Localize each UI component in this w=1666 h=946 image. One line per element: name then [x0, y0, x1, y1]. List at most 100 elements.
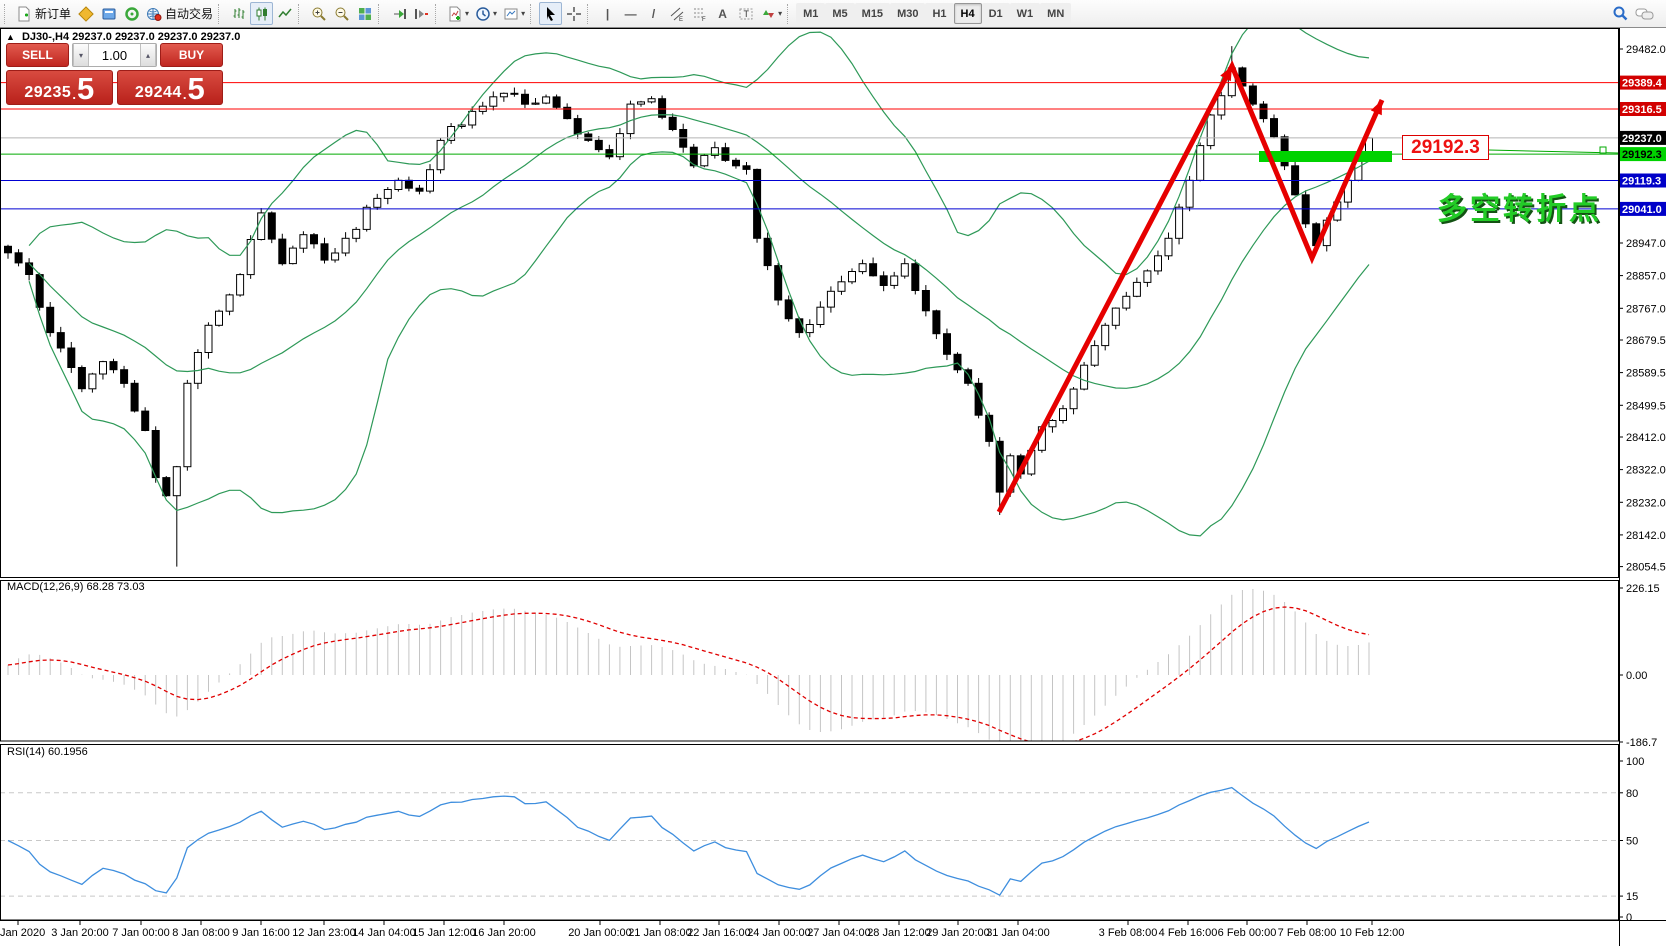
svg-text:28857.0: 28857.0 — [1626, 271, 1666, 283]
toolbar-grip — [530, 3, 535, 24]
text-label-button[interactable]: T — [734, 2, 757, 25]
zoom-in-button[interactable] — [307, 2, 330, 25]
timeframe-d1-button[interactable]: D1 — [981, 3, 1010, 24]
time-axis[interactable]: 2 Jan 2020 3 Jan 20:007 Jan 00:008 Jan 08… — [0, 921, 1404, 939]
svg-text:29041.0: 29041.0 — [1622, 204, 1662, 216]
macd-histogram — [7, 589, 1370, 741]
svg-text:29482.0: 29482.0 — [1626, 44, 1666, 56]
text-tool-button[interactable]: A — [711, 2, 734, 25]
main-pane — [0, 28, 1619, 567]
turning-point-annotation[interactable]: 多空转折点 — [1437, 193, 1602, 226]
svg-text:2 Jan 2020: 2 Jan 2020 — [0, 927, 45, 939]
search-icon — [1613, 6, 1628, 21]
chart-shift-button[interactable] — [410, 2, 433, 25]
svg-text:80: 80 — [1626, 788, 1638, 800]
svg-text:T: T — [743, 9, 749, 19]
svg-text:28589.5: 28589.5 — [1626, 368, 1666, 380]
timeframe-h4-button[interactable]: H4 — [953, 3, 982, 24]
buy-button[interactable]: BUY — [160, 43, 223, 67]
support-highlight-bar[interactable] — [1259, 151, 1392, 162]
new-order-button[interactable]: 新订单 — [13, 2, 74, 25]
rsi-axis[interactable]: 100 80 50 15 0 — [1619, 756, 1644, 924]
toolbar-grip — [587, 3, 592, 24]
svg-text:7 Feb 08:00: 7 Feb 08:00 — [1278, 927, 1337, 939]
periods-clock-icon — [476, 6, 490, 21]
line-chart-button[interactable] — [273, 2, 296, 25]
svg-text:24 Jan 00:00: 24 Jan 00:00 — [747, 927, 811, 939]
auto-scroll-button[interactable] — [387, 2, 410, 25]
svg-text:10 Feb 12:00: 10 Feb 12:00 — [1340, 927, 1405, 939]
svg-text:14 Jan 04:00: 14 Jan 04:00 — [352, 927, 416, 939]
chart-canvas[interactable]: 29482.0 28947.0 28857.0 28767.0 28679.5 28589… — [0, 28, 1666, 946]
auto-scroll-icon — [393, 8, 406, 19]
cursor-button[interactable] — [539, 2, 563, 25]
periods-button[interactable]: ▾ — [472, 2, 500, 25]
zoom-out-icon — [335, 7, 349, 21]
candles-layer — [4, 46, 1373, 567]
price-annotation-box[interactable]: 29192.3 — [1402, 135, 1489, 160]
trendline-button[interactable]: / — [642, 2, 665, 25]
price-box-connector — [1488, 146, 1619, 154]
svg-text:3 Feb 08:00: 3 Feb 08:00 — [1099, 927, 1158, 939]
bar-chart-button[interactable] — [227, 2, 250, 25]
tile-windows-button[interactable] — [353, 2, 376, 25]
data-window-button[interactable] — [97, 2, 120, 25]
crosshair-button[interactable] — [562, 2, 585, 25]
sell-price[interactable]: 29235. 5 — [6, 70, 113, 105]
market-watch-button[interactable] — [74, 2, 97, 25]
candlestick-chart-button[interactable] — [250, 2, 274, 25]
svg-text:22 Jan 16:00: 22 Jan 16:00 — [687, 927, 751, 939]
timeframe-h1-button[interactable]: H1 — [925, 3, 954, 24]
timeframe-m1-button[interactable]: M1 — [796, 3, 826, 24]
buy-price[interactable]: 29244. 5 — [116, 70, 223, 105]
svg-text:15: 15 — [1626, 891, 1638, 903]
candlestick-chart-icon — [256, 7, 267, 20]
chart-shift-icon — [414, 8, 428, 19]
macd-axis[interactable]: 226.15 0.00 -186.7 — [1619, 583, 1660, 749]
price-axis[interactable]: 29482.0 28947.0 28857.0 28767.0 28679.5 28589… — [1619, 44, 1666, 574]
navigator-button[interactable] — [120, 2, 143, 25]
fibonacci-button[interactable]: F — [688, 2, 711, 25]
timeframe-w1-button[interactable]: W1 — [1009, 3, 1041, 24]
toolbar-grip — [787, 3, 792, 24]
collapse-panel-icon[interactable]: ▲ — [6, 32, 15, 42]
indicators-button[interactable]: ▾ — [444, 2, 472, 25]
bar-chart-icon — [233, 7, 245, 19]
arrows-button[interactable]: ▾ — [757, 2, 785, 25]
svg-text:F: F — [702, 17, 706, 22]
search-button[interactable] — [1609, 2, 1632, 25]
one-click-trading-panel: SELL ▾ 1.00 ▴ BUY 29235. 5 29244. 5 — [6, 43, 223, 105]
volume-increase-button[interactable]: ▴ — [140, 44, 156, 66]
autotrading-label: 自动交易 — [165, 7, 214, 21]
sell-button[interactable]: SELL — [6, 43, 69, 67]
svg-text:28499.5: 28499.5 — [1626, 400, 1666, 412]
svg-text:50: 50 — [1626, 836, 1638, 848]
equidistant-channel-button[interactable]: E — [665, 2, 688, 25]
volume-input[interactable]: 1.00 — [101, 47, 128, 63]
svg-text:8 Jan 08:00: 8 Jan 08:00 — [172, 927, 230, 939]
svg-text:29 Jan 20:00: 29 Jan 20:00 — [926, 927, 990, 939]
indicators-icon — [449, 6, 461, 21]
price-lines-layer[interactable] — [0, 82, 1619, 210]
templates-button[interactable]: ▾ — [500, 2, 528, 25]
timeframe-mn-button[interactable]: MN — [1040, 3, 1072, 24]
svg-text:28412.0: 28412.0 — [1626, 432, 1666, 444]
horizontal-line-button[interactable]: — — [619, 2, 642, 25]
svg-text:3 Jan 20:00: 3 Jan 20:00 — [51, 927, 109, 939]
trend-zigzag-arrows[interactable] — [996, 60, 1385, 514]
timeframe-m30-button[interactable]: M30 — [890, 3, 926, 24]
toolbar-grip — [298, 3, 303, 24]
toolbar-grip — [378, 3, 383, 24]
svg-text:27 Jan 04:00: 27 Jan 04:00 — [807, 927, 871, 939]
vertical-line-button[interactable]: | — [596, 2, 619, 25]
autotrading-button[interactable]: 自动交易 — [143, 2, 216, 25]
toolbar-grip — [218, 3, 223, 24]
zoom-out-button[interactable] — [330, 2, 353, 25]
svg-text:29237.0: 29237.0 — [1622, 133, 1662, 145]
timeframe-m15-button[interactable]: M15 — [854, 3, 891, 24]
chat-button[interactable] — [1632, 2, 1658, 25]
timeframe-m5-button[interactable]: M5 — [825, 3, 855, 24]
volume-decrease-button[interactable]: ▾ — [73, 44, 89, 66]
new-order-label: 新订单 — [35, 7, 72, 21]
market-watch-icon — [77, 5, 94, 22]
